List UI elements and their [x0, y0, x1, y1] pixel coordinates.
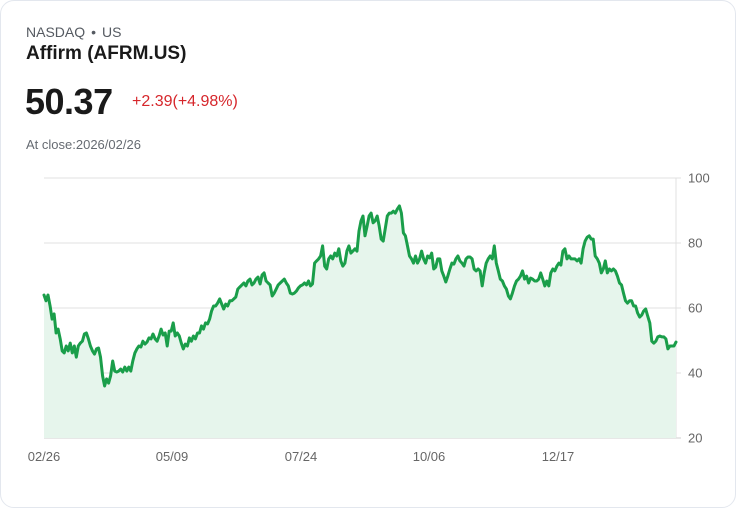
- price-line: [42, 204, 678, 388]
- y-axis: 100 80 60 40 20: [688, 171, 710, 446]
- y-tick-label: 100: [688, 171, 710, 186]
- stock-price: 50.37: [25, 81, 113, 122]
- y-tick-label: 80: [688, 236, 702, 251]
- price-change: +2.39(+4.98%): [132, 93, 238, 110]
- y-tick-label: 60: [688, 301, 702, 316]
- exchange-label: NASDAQ • US: [26, 24, 121, 40]
- exchange-name: NASDAQ: [26, 24, 86, 40]
- x-tick-label: 12/17: [542, 449, 575, 464]
- x-tick-label: 10/06: [413, 449, 446, 464]
- x-tick-label: 02/26: [28, 449, 61, 464]
- y-tick-label: 20: [688, 431, 702, 446]
- x-axis: 02/26 05/09 07/24 10/06 12/17: [28, 449, 575, 464]
- region-label: US: [102, 24, 122, 40]
- close-date-label: At close:2026/02/26: [26, 137, 141, 152]
- y-tick-label: 40: [688, 366, 702, 381]
- stock-title: Affirm (AFRM.US): [26, 43, 187, 64]
- x-tick-label: 07/24: [285, 449, 318, 464]
- price-area-fill: [44, 205, 676, 438]
- separator-dot: •: [91, 24, 97, 40]
- x-tick-label: 05/09: [156, 449, 189, 464]
